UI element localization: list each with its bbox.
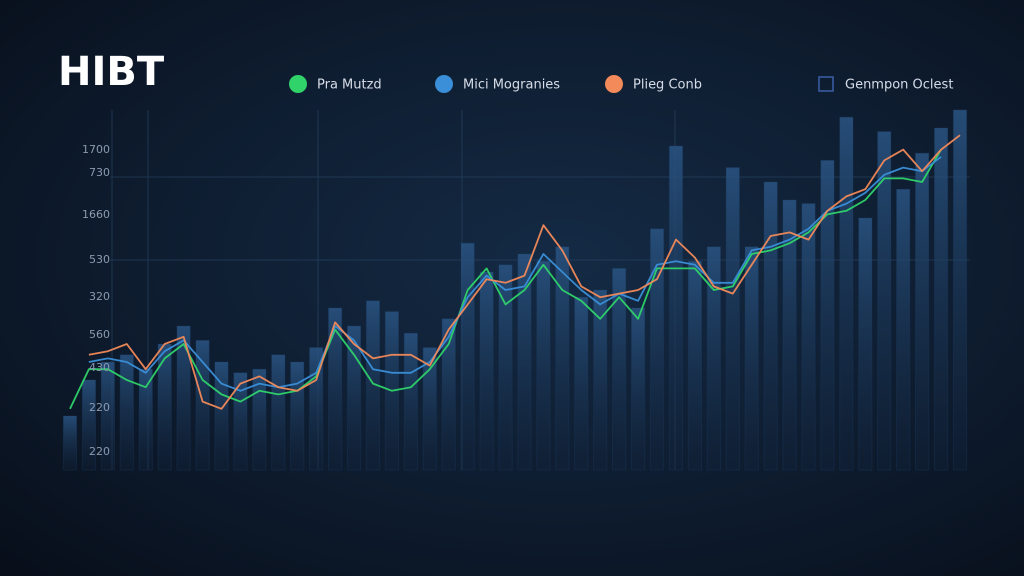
line [88,156,942,392]
y-axis-label: 530 [89,253,110,266]
bar [271,354,286,471]
legend-label: Mici Mogranies [463,78,560,93]
bar [138,368,153,471]
y-axis-label: 1700 [82,143,110,156]
bar [933,127,949,471]
bar [214,361,229,471]
y-axis-label: 430 [89,361,110,374]
legend-label: Plieg Conb [633,78,702,93]
bar [119,354,134,471]
bar [915,152,930,471]
bar [839,116,854,471]
y-axis-label: 220 [89,445,110,458]
bar [555,246,570,471]
bar [327,307,343,471]
bar [630,307,646,471]
legend-swatch [289,75,307,93]
line [69,149,942,410]
bar [858,217,873,471]
bar [820,159,835,471]
bar [81,379,97,471]
legend-swatch [818,76,834,92]
chart-title: HIBT [58,49,165,95]
bar [763,181,778,471]
bar [62,415,78,471]
bar [441,318,456,471]
bar [290,361,305,471]
bar [877,131,892,471]
bar [952,109,968,471]
bar [100,361,116,471]
bar [896,188,911,471]
bar [233,372,248,471]
legend-swatch [605,75,623,93]
y-axis-label: 220 [89,401,110,414]
bar [687,260,703,471]
bar [536,260,551,471]
bar [252,368,267,471]
bar [593,289,608,471]
bar [157,343,172,471]
bar [668,145,684,471]
bar [574,296,589,471]
bar [649,228,665,471]
bar [422,347,437,471]
bar [403,332,418,471]
legend-label: Genmpon Oclest [845,78,953,93]
y-axis-label: 560 [89,328,110,341]
bar [801,203,816,471]
line [88,134,961,410]
legend-label: Pra Mutzd [317,78,382,93]
bar [725,167,740,471]
bar [612,267,627,471]
bar [498,264,513,471]
bar [460,242,475,471]
legend-swatch [435,75,453,93]
bar [346,325,362,471]
bar [479,271,494,471]
y-axis-label: 1660 [82,208,110,221]
bar [517,253,532,471]
bar [195,339,210,471]
y-axis-label: 320 [89,290,110,303]
bar [782,199,797,471]
y-axis-label: 730 [89,166,110,179]
bar [706,246,721,471]
bar [744,246,759,471]
bar [176,325,191,471]
